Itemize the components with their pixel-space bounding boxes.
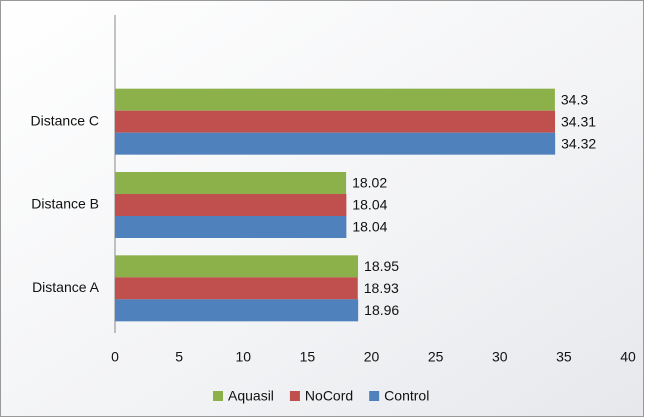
x-tick-label: 35 bbox=[556, 349, 572, 365]
legend-label: NoCord bbox=[305, 388, 353, 404]
x-tick-label: 10 bbox=[235, 349, 251, 365]
bar bbox=[115, 132, 556, 155]
data-label: 34.32 bbox=[561, 135, 596, 151]
x-tick-label: 25 bbox=[428, 349, 444, 365]
x-tick-label: 20 bbox=[364, 349, 380, 365]
data-label: 18.04 bbox=[352, 219, 387, 235]
data-label: 18.04 bbox=[352, 197, 387, 213]
bar bbox=[115, 194, 347, 216]
legend-swatch bbox=[369, 391, 380, 401]
legend-label: Aquasil bbox=[228, 388, 274, 404]
y-tick-label: Distance B bbox=[31, 196, 99, 212]
data-label: 18.96 bbox=[364, 302, 399, 318]
x-tick-label: 15 bbox=[300, 349, 316, 365]
x-tick-label: 0 bbox=[111, 349, 119, 365]
bar bbox=[115, 216, 347, 238]
data-label: 18.93 bbox=[364, 280, 399, 296]
bar bbox=[115, 277, 358, 300]
x-tick-label: 30 bbox=[492, 349, 508, 365]
data-label: 34.3 bbox=[561, 91, 588, 107]
data-label: 18.02 bbox=[352, 175, 387, 191]
data-label: 18.95 bbox=[364, 258, 399, 274]
legend-swatch bbox=[289, 391, 300, 401]
y-tick-label: Distance A bbox=[32, 279, 100, 295]
bar bbox=[115, 88, 555, 111]
bar bbox=[115, 172, 347, 194]
data-label: 34.31 bbox=[561, 113, 596, 129]
bar bbox=[115, 299, 359, 322]
x-tick-label: 40 bbox=[620, 349, 636, 365]
bar bbox=[115, 255, 359, 278]
y-tick-label: Distance C bbox=[31, 112, 99, 128]
bar bbox=[115, 110, 556, 133]
x-tick-label: 5 bbox=[175, 349, 183, 365]
legend-swatch bbox=[213, 391, 223, 401]
legend-label: Control bbox=[384, 388, 429, 404]
